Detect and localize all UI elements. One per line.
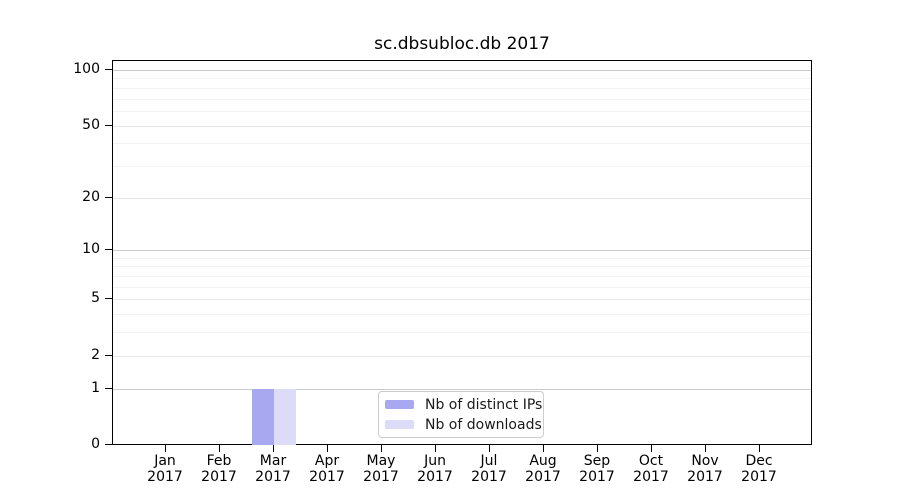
x-tick-label-3: Mar 2017 [255, 453, 291, 485]
x-tick-8 [543, 445, 544, 452]
x-tick-5 [381, 445, 382, 452]
gridline-y-100 [113, 69, 811, 71]
y-tick-label-5: 5 [91, 290, 100, 307]
gridline-y-90 [113, 78, 811, 80]
y-tick-label-0: 0 [91, 436, 100, 452]
y-tick-20 [105, 196, 112, 198]
x-tick-7 [489, 445, 490, 452]
gridline-y-2 [113, 355, 811, 357]
gridline-y-1 [113, 388, 811, 390]
x-tick-2 [219, 445, 220, 452]
gridline-y-50 [113, 125, 811, 127]
y-tick-label-1: 1 [91, 379, 100, 396]
y-tick-label-100: 100 [73, 60, 100, 77]
y-tick-1 [105, 387, 112, 389]
legend-swatch-icon [385, 400, 414, 409]
y-tick-10 [105, 249, 112, 251]
gridline-y-4 [113, 314, 811, 316]
x-tick-label-8: Aug 2017 [525, 453, 561, 485]
x-tick-4 [327, 445, 328, 452]
x-tick-label-5: May 2017 [363, 453, 399, 485]
x-tick-label-11: Nov 2017 [687, 453, 723, 485]
legend-label: Nb of downloads [425, 416, 542, 433]
x-tick-label-4: Apr 2017 [309, 453, 345, 485]
x-tick-6 [435, 445, 436, 452]
gridline-y-10 [113, 250, 811, 252]
y-tick-label-2: 2 [91, 346, 100, 363]
gridline-y-3 [113, 332, 811, 334]
gridline-y-9 [113, 257, 811, 259]
gridline-y-30 [113, 165, 811, 167]
x-tick-label-9: Sep 2017 [579, 453, 615, 485]
bar-nb-of-distinct-ips-m3 [252, 388, 274, 445]
y-tick-100 [105, 68, 112, 70]
y-tick-0 [105, 444, 112, 445]
bar-nb-of-downloads-m3 [274, 388, 296, 445]
legend-swatch-icon [385, 420, 414, 429]
x-tick-10 [651, 445, 652, 452]
gridline-y-7 [113, 276, 811, 278]
legend-item: Nb of distinct IPs [385, 397, 542, 413]
x-tick-11 [705, 445, 706, 452]
legend-label: Nb of distinct IPs [425, 396, 543, 413]
gridline-y-6 [113, 286, 811, 288]
gridline-y-80 [113, 87, 811, 89]
gridline-y-8 [113, 266, 811, 268]
legend: Nb of distinct IPs Nb of downloads [378, 391, 544, 438]
y-tick-50 [105, 124, 112, 126]
x-tick-label-2: Feb 2017 [201, 453, 237, 485]
gridline-y-5 [113, 299, 811, 301]
chart-title: sc.dbsubloc.db 2017 [374, 34, 550, 54]
x-tick-9 [597, 445, 598, 452]
gridline-y-20 [113, 197, 811, 199]
x-tick-3 [273, 445, 274, 452]
x-tick-label-10: Oct 2017 [633, 453, 669, 485]
y-tick-2 [105, 354, 112, 356]
x-tick-label-6: Jun 2017 [417, 453, 453, 485]
x-tick-1 [165, 445, 166, 452]
x-tick-label-12: Dec 2017 [741, 453, 777, 485]
gridline-y-60 [113, 110, 811, 112]
y-tick-label-10: 10 [82, 241, 100, 258]
plot-area [112, 60, 812, 445]
x-tick-label-1: Jan 2017 [147, 453, 183, 485]
gridline-y-40 [113, 143, 811, 145]
x-tick-label-7: Jul 2017 [471, 453, 507, 485]
x-tick-12 [759, 445, 760, 452]
y-tick-label-20: 20 [82, 188, 100, 205]
legend-item: Nb of downloads [385, 417, 542, 433]
gridline-y-70 [113, 98, 811, 100]
y-tick-5 [105, 298, 112, 300]
y-tick-label-50: 50 [82, 116, 100, 133]
